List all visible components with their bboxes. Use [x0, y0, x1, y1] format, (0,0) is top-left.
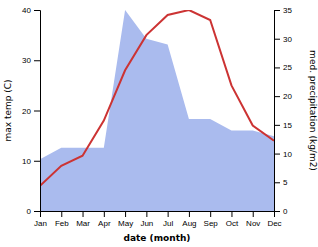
tick: 10 — [274, 150, 292, 159]
tick-mark — [274, 96, 280, 97]
tick-label: Mar — [76, 219, 90, 228]
tick-mark — [146, 211, 147, 217]
tick-mark — [274, 125, 280, 126]
tick-mark — [231, 211, 232, 217]
tick-label: 40 — [22, 6, 31, 15]
tick-label: 0 — [283, 207, 288, 216]
tick-mark — [125, 211, 126, 217]
tick-label: Jan — [34, 219, 47, 228]
tick-label: 30 — [283, 35, 292, 44]
tick: Jun — [140, 211, 153, 228]
tick: 0 — [27, 207, 40, 216]
tick: Jul — [163, 211, 173, 228]
tick-label: 5 — [283, 178, 288, 187]
tick-label: 25 — [283, 63, 292, 72]
tick-mark — [34, 10, 40, 11]
tick-mark — [34, 111, 40, 112]
tick: Aug — [182, 211, 196, 228]
tick: 20 — [274, 92, 292, 101]
tick: 35 — [274, 6, 292, 15]
tick: Apr — [98, 211, 111, 228]
tick: 10 — [22, 157, 40, 166]
tick-label: Dec — [267, 219, 281, 228]
tick-mark — [274, 67, 280, 68]
x-axis-title: date (month) — [124, 233, 191, 243]
axis-line — [275, 11, 281, 212]
tick: 40 — [22, 6, 40, 15]
tick-label: Feb — [55, 219, 69, 228]
tick-label: 30 — [22, 56, 31, 65]
line — [40, 10, 274, 186]
tick-label: 0 — [27, 207, 32, 216]
tick-mark — [274, 182, 280, 183]
tick-mark — [104, 211, 105, 217]
tick-mark — [189, 211, 190, 217]
tick-label: 20 — [22, 107, 31, 116]
y2-axis-title: med. precipitation (kg/m2) — [308, 50, 318, 171]
tick-mark — [61, 211, 62, 217]
tick-mark — [274, 211, 280, 212]
tick-label: 20 — [283, 92, 292, 101]
tick: 5 — [274, 178, 288, 187]
tick-mark — [210, 211, 211, 217]
tick-mark — [253, 211, 254, 217]
tick-label: Nov — [246, 219, 260, 228]
tick-mark — [274, 39, 280, 40]
y-axis: 0 10 20 30 40 — [22, 6, 40, 216]
tick-mark — [274, 154, 280, 155]
x-axis: Jan Feb Mar Apr May Jun Jul Aug Sep Oct Nov Dec — [34, 211, 282, 228]
tick-label: May — [118, 219, 133, 228]
tick-label: 10 — [283, 150, 292, 159]
chart: JanFebMarAprMayJunJulAugSepOctNovDec0102… — [0, 0, 318, 247]
tick-label: Sep — [204, 219, 219, 228]
tick-label: Aug — [182, 219, 196, 228]
tick: May — [118, 211, 133, 228]
tick: Dec — [267, 211, 281, 228]
tick: 25 — [274, 63, 292, 72]
tick-mark — [274, 10, 280, 11]
tick: 20 — [22, 107, 40, 116]
axis-line — [34, 11, 41, 212]
tick-mark — [34, 60, 40, 61]
tick-label: Jul — [163, 219, 173, 228]
tick-mark — [34, 161, 40, 162]
tick: Feb — [55, 211, 69, 228]
tick-label: Apr — [98, 219, 111, 228]
area — [40, 10, 274, 211]
tick-mark — [168, 211, 169, 217]
y-axis-title: max temp (C) — [3, 79, 13, 141]
axis-line — [41, 212, 275, 218]
tick: 30 — [22, 56, 40, 65]
tick-label: 15 — [283, 121, 292, 130]
tick: Sep — [204, 211, 219, 228]
tick: 30 — [274, 35, 292, 44]
tick-mark — [34, 211, 40, 212]
tick: Jan — [34, 211, 47, 228]
tick: Mar — [76, 211, 90, 228]
tick: 0 — [274, 207, 288, 216]
tick: Nov — [246, 211, 260, 228]
tick: 15 — [274, 121, 292, 130]
y2-axis: 0 5 10 15 20 25 30 35 — [274, 6, 292, 216]
tick-label: Oct — [226, 219, 239, 228]
tick-mark — [83, 211, 84, 217]
tick: Oct — [226, 211, 239, 228]
tick-label: 35 — [283, 6, 292, 15]
plot: JanFebMarAprMayJunJulAugSepOctNovDec0102… — [22, 6, 292, 228]
tick-label: Jun — [140, 219, 153, 228]
marks — [40, 10, 274, 211]
tick-label: 10 — [22, 157, 31, 166]
